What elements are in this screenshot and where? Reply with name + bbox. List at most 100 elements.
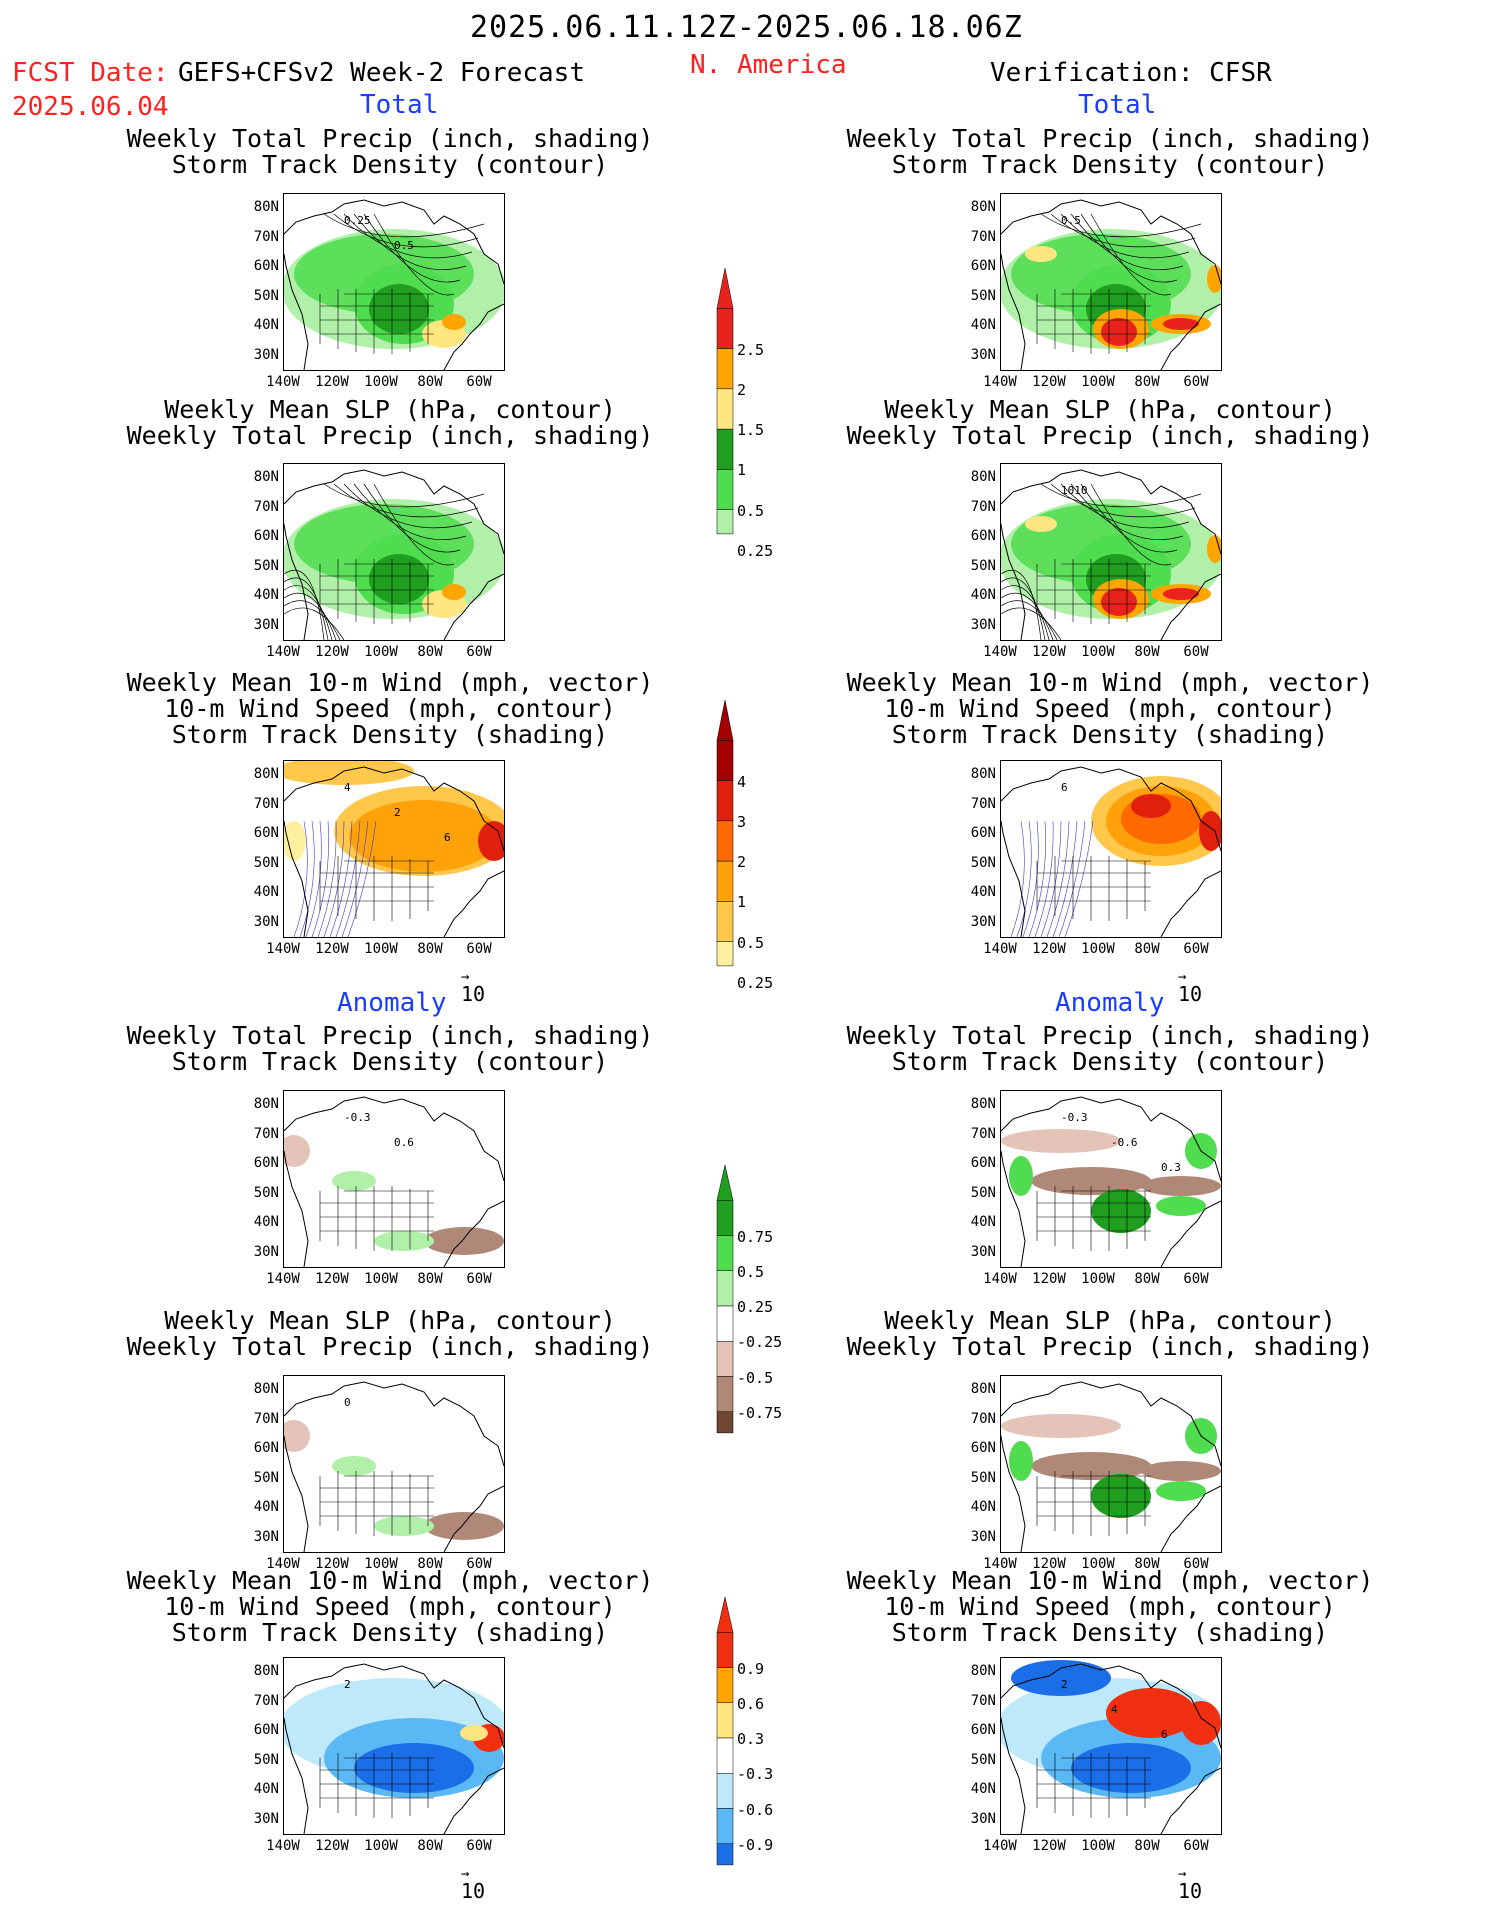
lon-tick-100W: 100W: [364, 644, 398, 660]
colorbar-anom-precip-label: 0.75: [737, 1227, 774, 1246]
fc-total-precip-storm-title-0: Weekly Total Precip (inch, shading): [126, 124, 654, 153]
contour-label: 2: [344, 1678, 351, 1691]
lat-tick-70N: 70N: [253, 228, 279, 245]
vf-anom-wind-storm-title-1: 10-m Wind Speed (mph, contour): [884, 1592, 1336, 1621]
lat-tick-60N: 60N: [253, 528, 279, 544]
fc-anom-wind-storm-vector-ref: → 10: [461, 1866, 486, 1903]
colorbar-swatch: [716, 820, 734, 862]
section-total-vf: Total: [1078, 90, 1157, 120]
colorbar-swatch: [716, 1411, 734, 1434]
colorbar-anom-storm-label: 0.9: [737, 1659, 765, 1678]
region-label: N. America: [690, 50, 847, 80]
lon-tick-120W: 120W: [1032, 1556, 1066, 1572]
lon-tick-60W: 60W: [466, 1838, 492, 1854]
lat-tick-70N: 70N: [970, 795, 996, 812]
lon-tick-140W: 140W: [266, 644, 300, 660]
vf-anom-wind-storm-map: 2 4 6: [1000, 1657, 1222, 1835]
colorbar-total-storm-label: 2: [737, 853, 747, 872]
colorbar-anom-precip-label: 0.25: [737, 1298, 774, 1316]
lat-tick-80N: 80N: [970, 766, 996, 782]
lat-tick-50N: 50N: [970, 1184, 996, 1201]
lon-tick-80W: 80W: [417, 1271, 443, 1287]
lat-tick-70N: 70N: [970, 228, 996, 245]
section-anomaly-fc: Anomaly: [337, 988, 447, 1018]
contour-label: 0.3: [1161, 1161, 1181, 1174]
colorbar-anom-precip: 0.75 0.5 0.25 -0.25 -0.5 -0.75: [715, 1164, 805, 1447]
lat-tick-40N: 40N: [253, 1214, 279, 1230]
lon-tick-60W: 60W: [1183, 374, 1209, 390]
lon-tick-140W: 140W: [266, 941, 300, 957]
lon-tick-100W: 100W: [1081, 1271, 1115, 1287]
contour-label: 4: [1111, 1703, 1118, 1716]
lon-tick-80W: 80W: [1134, 644, 1160, 660]
vf-total-precip-storm-title-1: Storm Track Density (contour): [891, 150, 1329, 179]
lat-tick-30N: 30N: [970, 1243, 996, 1260]
colorbar-total-storm-label: 4: [737, 772, 747, 791]
lat-tick-50N: 50N: [970, 1469, 996, 1486]
lat-tick-60N: 60N: [253, 258, 279, 274]
colorbar-swatch: [716, 1235, 734, 1271]
fc-anom-slp-precip-map: 0: [283, 1375, 505, 1553]
fc-anom-wind-storm-title-0: Weekly Mean 10-m Wind (mph, vector): [126, 1566, 654, 1595]
lon-tick-100W: 100W: [1081, 941, 1115, 957]
lon-tick-120W: 120W: [315, 1838, 349, 1854]
lon-tick-120W: 120W: [315, 644, 349, 660]
vf-anom-wind-storm-title-0: Weekly Mean 10-m Wind (mph, vector): [846, 1566, 1374, 1595]
lon-tick-80W: 80W: [1134, 1838, 1160, 1854]
fc-total-precip-storm-plot: 0.25 0.5: [284, 194, 504, 370]
lon-tick-140W: 140W: [983, 941, 1017, 957]
lon-tick-120W: 120W: [315, 1271, 349, 1287]
lat-tick-50N: 50N: [970, 287, 996, 304]
lat-tick-80N: 80N: [253, 1096, 279, 1112]
contour-label: -0.6: [1111, 1136, 1138, 1149]
lon-tick-120W: 120W: [1032, 941, 1066, 957]
section-total-fc: Total: [360, 90, 439, 120]
fc-total-precip-storm-title-1: Storm Track Density (contour): [171, 150, 609, 179]
fc-anom-wind-storm-title-1: 10-m Wind Speed (mph, contour): [164, 1592, 616, 1621]
lon-tick-80W: 80W: [417, 644, 443, 660]
lat-tick-30N: 30N: [253, 346, 279, 363]
fc-total-wind-storm-plot: 4 2 6: [284, 761, 504, 937]
lon-tick-100W: 100W: [364, 1271, 398, 1287]
lon-tick-140W: 140W: [983, 1556, 1017, 1572]
lon-tick-60W: 60W: [466, 941, 492, 957]
vf-total-slp-precip-map: 1010: [1000, 463, 1222, 641]
vf-total-precip-storm-map: 0.5: [1000, 193, 1222, 371]
colorbar-anom-precip-swatches: [716, 1164, 734, 1434]
fc-total-wind-storm-title-0: Weekly Mean 10-m Wind (mph, vector): [126, 668, 654, 697]
contour-label: 0.25: [344, 214, 371, 227]
vf-anom-precip-storm-title-0: Weekly Total Precip (inch, shading): [846, 1021, 1374, 1050]
model-label: GEFS+CFSv2 Week-2 Forecast: [178, 58, 585, 88]
fc-anom-wind-storm-title-2: Storm Track Density (shading): [171, 1618, 609, 1647]
lat-tick-70N: 70N: [253, 795, 279, 812]
contour-label: 0.6: [394, 1136, 414, 1149]
section-anomaly-vf: Anomaly: [1055, 988, 1165, 1018]
lon-tick-60W: 60W: [1183, 1271, 1209, 1287]
lat-tick-80N: 80N: [970, 1381, 996, 1397]
contour-label: 6: [1061, 781, 1068, 794]
lon-tick-140W: 140W: [266, 374, 300, 390]
lat-tick-70N: 70N: [253, 498, 279, 515]
contour-label: 0.5: [1061, 214, 1081, 227]
lon-tick-60W: 60W: [466, 1271, 492, 1287]
lon-tick-100W: 100W: [364, 1556, 398, 1572]
fc-total-wind-storm-map: 4 2 6: [283, 760, 505, 938]
colorbar-total-storm: 4 3 2 1 0.5 0.25: [715, 699, 805, 992]
lon-tick-80W: 80W: [417, 374, 443, 390]
colorbar-swatch: [716, 941, 734, 967]
fc-anom-wind-storm-plot: 2: [284, 1658, 504, 1834]
period-title: 2025.06.11.12Z-2025.06.18.06Z: [470, 10, 1023, 45]
lon-tick-80W: 80W: [417, 1556, 443, 1572]
lat-tick-40N: 40N: [970, 1499, 996, 1515]
contour-label: 6: [1161, 1728, 1168, 1741]
colorbar-swatch: [716, 1808, 734, 1844]
lat-tick-50N: 50N: [253, 1469, 279, 1486]
lat-tick-40N: 40N: [253, 317, 279, 333]
lat-tick-60N: 60N: [970, 1155, 996, 1171]
lon-tick-120W: 120W: [315, 941, 349, 957]
lat-tick-40N: 40N: [970, 317, 996, 333]
lon-tick-80W: 80W: [1134, 1271, 1160, 1287]
vf-total-wind-storm-title-2: Storm Track Density (shading): [891, 720, 1329, 749]
vf-total-wind-storm-map: 6: [1000, 760, 1222, 938]
lat-tick-40N: 40N: [970, 884, 996, 900]
